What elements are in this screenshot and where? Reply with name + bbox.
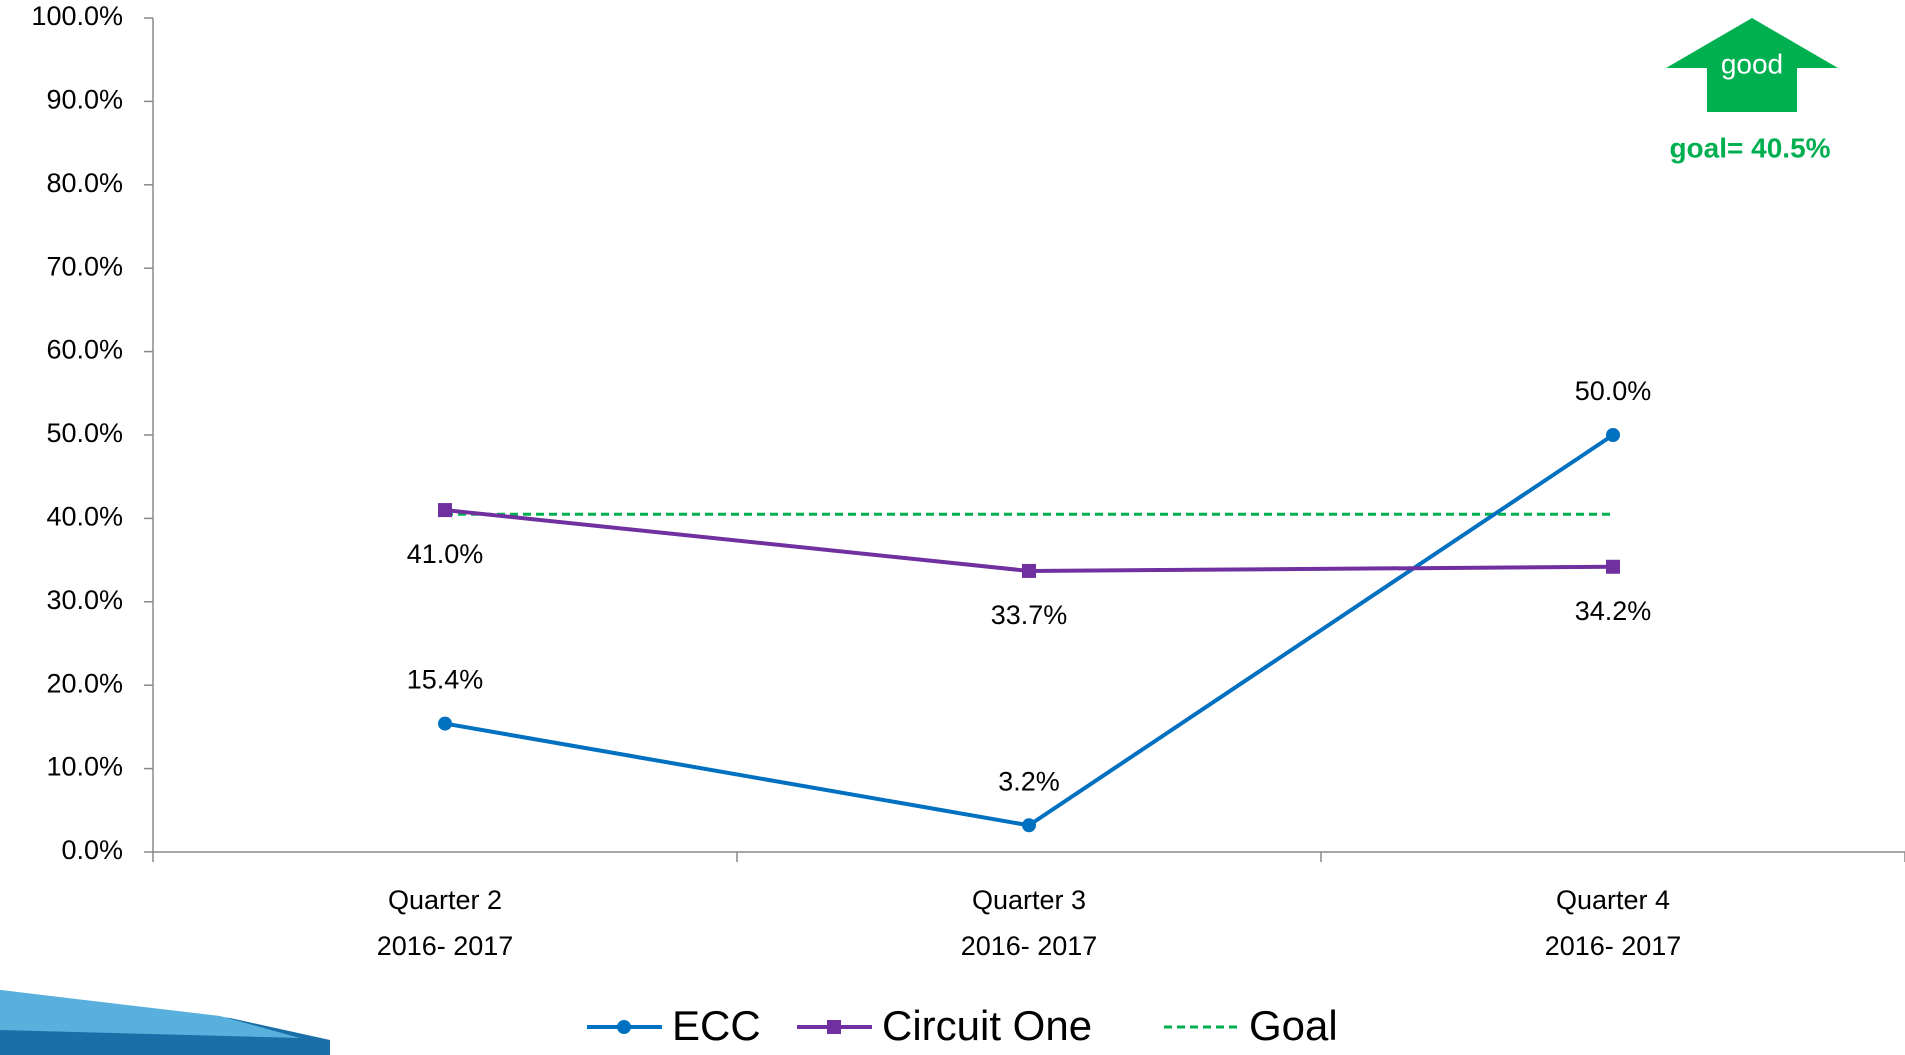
x-tick-label: Quarter 2 [388,885,502,915]
y-tick-label: 10.0% [46,752,123,782]
x-tick-label: 2016- 2017 [1545,931,1682,961]
data-label: 41.0% [407,539,484,569]
legend-label: Goal [1249,1002,1338,1049]
data-label: 34.2% [1575,596,1652,626]
y-tick-label: 0.0% [61,835,123,865]
point [617,1020,631,1034]
data-label: 50.0% [1575,376,1652,406]
goal-annotation: goal= 40.5% [1669,132,1830,163]
point [1022,563,1036,578]
x-tick-label: Quarter 3 [972,885,1086,915]
series-line [444,508,1614,573]
point [1606,559,1620,574]
data-label: 3.2% [998,766,1060,796]
y-tick-label: 90.0% [46,85,123,115]
x-tick-label: 2016- 2017 [961,931,1098,961]
y-tick-label: 40.0% [46,502,123,532]
arrow-label: good [1721,48,1783,79]
good-arrow [1666,18,1838,112]
legend-label: Circuit One [882,1002,1092,1049]
y-tick-label: 50.0% [46,418,123,448]
y-tick-label: 80.0% [46,168,123,198]
y-tick-label: 100.0% [31,1,123,31]
data-label: 15.4% [407,665,484,695]
point [1022,818,1036,833]
point [1606,428,1620,442]
data-label: 33.7% [991,600,1068,630]
point [438,716,452,731]
x-tick-label: Quarter 4 [1556,885,1670,915]
point [827,1020,841,1034]
legend-label: ECC [672,1002,761,1049]
y-tick-label: 60.0% [46,335,123,365]
decoration [0,990,300,1038]
point [438,503,452,518]
y-tick-label: 30.0% [46,585,123,615]
y-tick-label: 20.0% [46,668,123,698]
x-tick-label: 2016- 2017 [377,931,514,961]
y-tick-label: 70.0% [46,251,123,281]
